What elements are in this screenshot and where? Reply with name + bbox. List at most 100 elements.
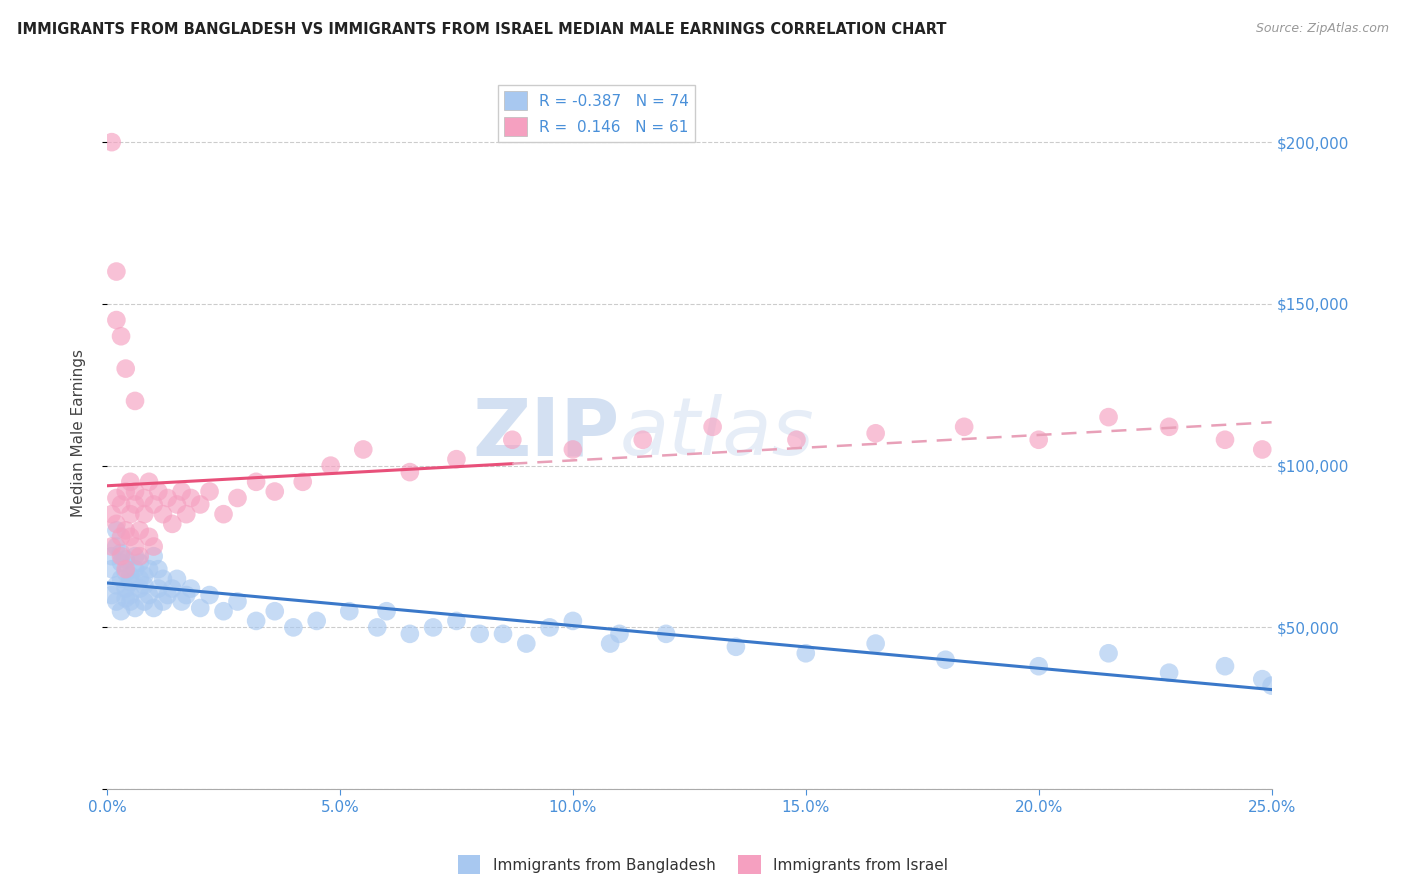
Point [114,582,136,596]
Point [138,562,160,576]
Point [446,614,468,628]
Legend: Immigrants from Bangladesh, Immigrants from Israel: Immigrants from Bangladesh, Immigrants f… [451,849,955,880]
Legend: R = -0.387   N = 74, R =  0.146   N = 61: R = -0.387 N = 74, R = 0.146 N = 61 [498,85,695,142]
Point [609,627,631,641]
Point [865,426,887,441]
Point [120,588,142,602]
Point [100,507,122,521]
Point [114,566,136,580]
Point [398,627,420,641]
Point [100,588,122,602]
Point [148,484,170,499]
Point [148,562,170,576]
Point [515,636,537,650]
Point [124,549,146,564]
Point [468,627,491,641]
Point [152,594,174,608]
Point [156,491,179,505]
Point [128,556,150,570]
Point [148,582,170,596]
Point [124,540,146,554]
Point [105,491,128,505]
Point [105,313,128,327]
Point [128,572,150,586]
Point [124,562,146,576]
Point [124,498,146,512]
Point [105,594,128,608]
Point [120,507,142,521]
Point [114,484,136,499]
Point [1260,679,1282,693]
Point [114,552,136,566]
Point [446,452,468,467]
Point [245,614,267,628]
Point [1213,659,1236,673]
Point [142,549,165,564]
Point [188,601,211,615]
Y-axis label: Median Male Earnings: Median Male Earnings [72,350,86,517]
Point [114,562,136,576]
Point [110,498,132,512]
Point [110,604,132,618]
Point [245,475,267,489]
Point [134,507,156,521]
Point [226,594,249,608]
Point [110,546,132,560]
Point [105,524,128,538]
Point [105,578,128,592]
Point [120,568,142,582]
Point [305,614,328,628]
Point [124,393,146,408]
Point [724,640,747,654]
Point [166,498,188,512]
Point [166,572,188,586]
Point [291,475,314,489]
Point [120,594,142,608]
Point [120,530,142,544]
Point [212,604,235,618]
Point [128,549,150,564]
Point [631,433,654,447]
Point [124,484,146,499]
Point [188,498,211,512]
Point [198,588,221,602]
Text: ZIP: ZIP [472,394,620,472]
Point [283,620,305,634]
Point [114,591,136,606]
Point [128,524,150,538]
Text: Source: ZipAtlas.com: Source: ZipAtlas.com [1256,22,1389,36]
Point [1251,672,1274,686]
Point [599,636,621,650]
Point [198,484,221,499]
Point [100,562,122,576]
Point [100,540,122,554]
Point [561,442,583,457]
Point [1097,410,1119,425]
Point [134,578,156,592]
Point [134,568,156,582]
Point [114,361,136,376]
Point [134,491,156,505]
Point [352,442,374,457]
Point [120,475,142,489]
Point [263,484,285,499]
Point [142,601,165,615]
Point [492,627,515,641]
Point [785,433,807,447]
Point [1028,659,1050,673]
Point [110,556,132,570]
Text: IMMIGRANTS FROM BANGLADESH VS IMMIGRANTS FROM ISRAEL MEDIAN MALE EARNINGS CORREL: IMMIGRANTS FROM BANGLADESH VS IMMIGRANTS… [17,22,946,37]
Point [152,572,174,586]
Point [1028,433,1050,447]
Point [142,498,165,512]
Point [138,530,160,544]
Point [1213,433,1236,447]
Point [110,572,132,586]
Point [1159,419,1181,434]
Point [263,604,285,618]
Point [142,540,165,554]
Point [1159,665,1181,680]
Point [319,458,342,473]
Point [114,524,136,538]
Point [156,588,179,602]
